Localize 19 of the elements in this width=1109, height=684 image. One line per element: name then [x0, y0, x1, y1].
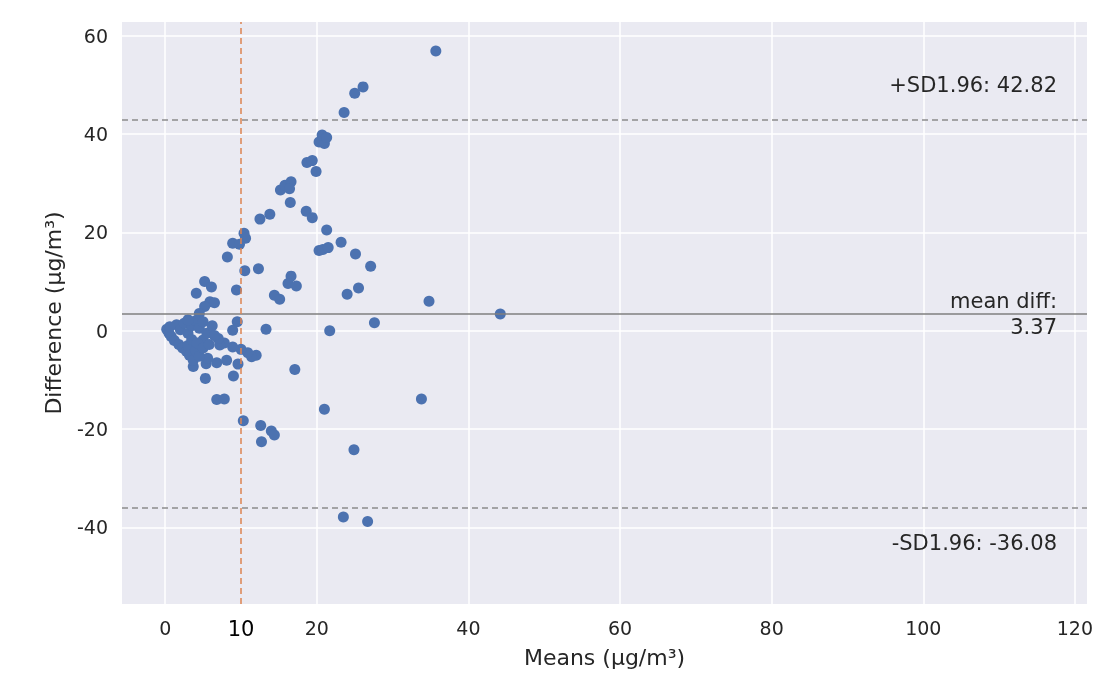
x-tick-label: 60	[607, 616, 633, 639]
ref-line-label: mean diff: 3.37	[950, 289, 1057, 340]
x-tick-label: 100	[905, 616, 942, 639]
x-tick-label: 0	[159, 616, 172, 639]
y-tick-label: 60	[83, 24, 108, 47]
y-tick-label: 0	[95, 319, 108, 342]
y-tick-label: -20	[76, 418, 108, 441]
y-axis-title: Difference (μg/m³)	[40, 211, 66, 415]
x-tick-label: 120	[1056, 616, 1093, 639]
x-axis-title: Means (μg/m³)	[523, 644, 686, 670]
y-tick-label: 40	[83, 123, 108, 146]
ref-line-label: 10	[227, 617, 255, 641]
x-tick-label: 80	[759, 616, 784, 639]
ref-line-label: -SD1.96: -36.08	[891, 531, 1057, 556]
x-tick-label: 20	[304, 616, 329, 639]
x-tick-label: 40	[456, 616, 481, 639]
y-tick-label: 20	[83, 221, 108, 244]
y-tick-label: -40	[76, 516, 108, 539]
ref-line-label: +SD1.96: 42.82	[889, 73, 1057, 98]
